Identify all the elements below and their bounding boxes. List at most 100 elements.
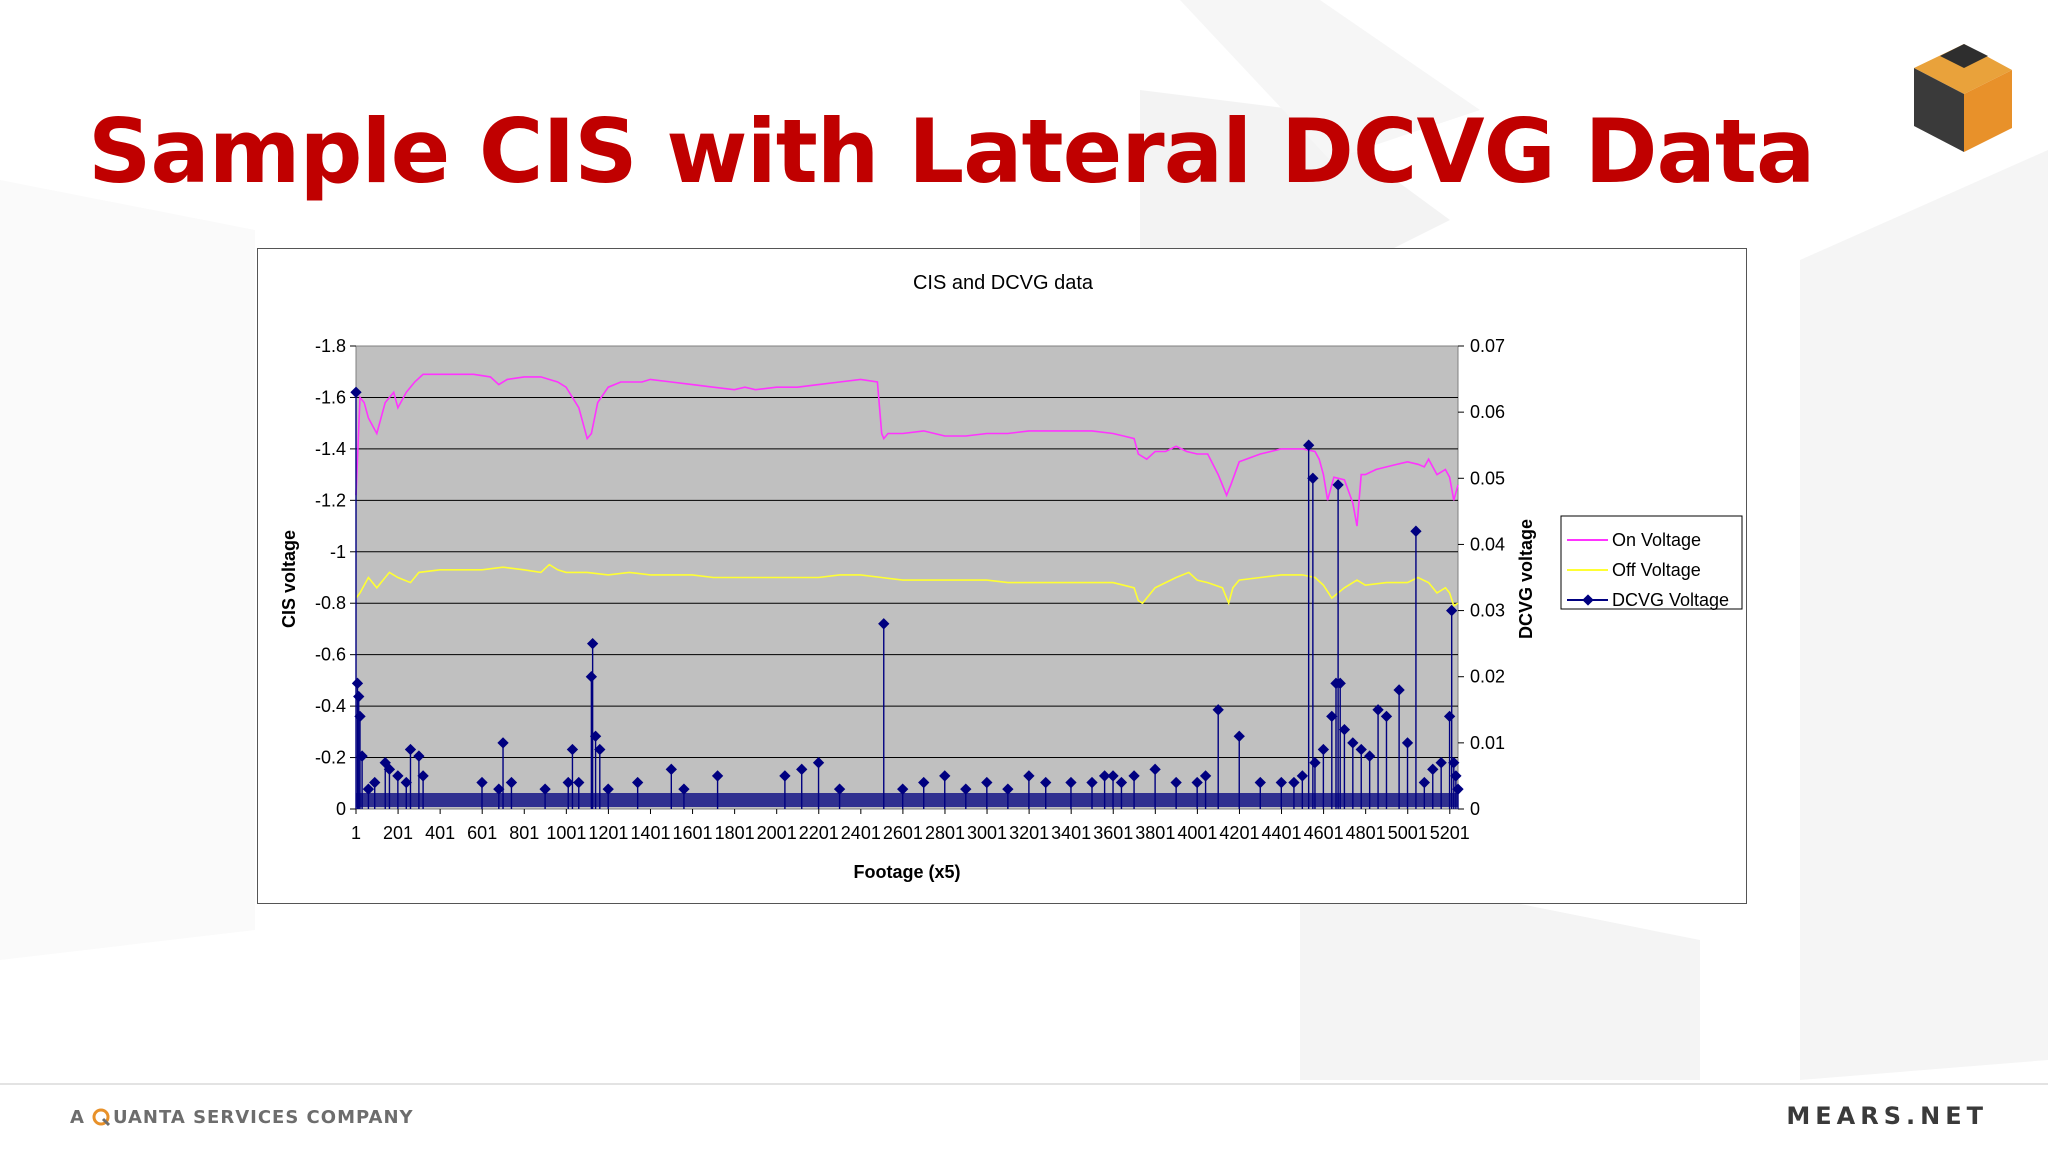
dcvg-voltage-point bbox=[779, 770, 791, 782]
x-tick-label: 1201 bbox=[588, 823, 628, 843]
dcvg-voltage-point bbox=[665, 763, 677, 775]
dcvg-voltage-point bbox=[1254, 776, 1266, 789]
dcvg-voltage-legend-label: DCVG Voltage bbox=[1612, 590, 1729, 610]
dcvg-voltage-point bbox=[1128, 770, 1140, 782]
y-tick-label: -0.4 bbox=[315, 696, 346, 716]
dcvg-voltage-point bbox=[1288, 776, 1300, 789]
cube-logo-icon bbox=[1914, 44, 2012, 152]
chart-title: CIS and DCVG data bbox=[913, 272, 1094, 294]
x-tick-label: 601 bbox=[467, 823, 497, 843]
x-tick-label: 1801 bbox=[715, 823, 755, 843]
dcvg-voltage-point bbox=[562, 776, 574, 789]
dcvg-voltage-point bbox=[1355, 743, 1367, 756]
x-tick-label: 2601 bbox=[883, 823, 923, 843]
dcvg-voltage-point bbox=[1149, 763, 1161, 775]
y2-tick-label: 0.06 bbox=[1470, 402, 1505, 422]
dcvg-voltage-point bbox=[1450, 770, 1462, 782]
x-tick-label: 2801 bbox=[925, 823, 965, 843]
quanta-q-icon bbox=[92, 1108, 110, 1127]
dcvg-voltage-series bbox=[350, 386, 1464, 809]
dcvg-voltage-point bbox=[413, 750, 425, 762]
dcvg-voltage-point bbox=[1002, 783, 1014, 795]
dcvg-voltage-point bbox=[1332, 479, 1344, 491]
dcvg-voltage-point bbox=[417, 770, 429, 782]
dcvg-voltage-point bbox=[1317, 743, 1330, 756]
y-tick-label: -1 bbox=[330, 542, 346, 562]
y-axis-title: CIS voltage bbox=[279, 530, 299, 628]
x-tick-label: 5001 bbox=[1388, 823, 1428, 843]
footer-company-tagline: A UANTA SERVICES COMPANY bbox=[70, 1107, 414, 1128]
x-tick-label: 3601 bbox=[1093, 823, 1133, 843]
y-tick-label: -0.2 bbox=[315, 748, 346, 768]
dcvg-voltage-point bbox=[1443, 710, 1456, 723]
x-tick-label: 4801 bbox=[1346, 823, 1386, 843]
x-tick-label: 3401 bbox=[1051, 823, 1091, 843]
dcvg-voltage-point bbox=[585, 671, 598, 683]
dcvg-voltage-point bbox=[1338, 723, 1351, 736]
dcvg-voltage-point bbox=[1363, 750, 1376, 762]
dcvg-voltage-point bbox=[812, 757, 825, 769]
dcvg-voltage-point bbox=[833, 783, 846, 795]
dcvg-voltage-point bbox=[1086, 776, 1098, 789]
dcvg-voltage-point bbox=[711, 770, 724, 782]
y2-tick-label: 0.04 bbox=[1470, 534, 1505, 554]
dcvg-voltage-point bbox=[1418, 776, 1431, 789]
y2-tick-label: 0.05 bbox=[1470, 468, 1505, 488]
x-tick-label: 201 bbox=[383, 823, 413, 843]
dcvg-voltage-point bbox=[1427, 763, 1439, 775]
dcvg-voltage-point bbox=[1170, 776, 1182, 789]
dcvg-voltage-point bbox=[356, 750, 368, 762]
x-tick-label: 2001 bbox=[757, 823, 797, 843]
dcvg-voltage-point bbox=[602, 783, 614, 795]
y2-tick-label: 0 bbox=[1470, 799, 1480, 819]
y-tick-label: -1.4 bbox=[315, 439, 346, 459]
dcvg-voltage-point bbox=[960, 783, 972, 795]
chart: CIS and DCVG data -1.8 -1.6 -1.4 -1.2 -1 -0.8… bbox=[279, 272, 1743, 882]
dcvg-voltage-point bbox=[505, 776, 518, 789]
off-voltage-line bbox=[355, 563, 1459, 608]
dcvg-voltage-point bbox=[354, 710, 366, 723]
dcvg-voltage-point bbox=[1098, 770, 1111, 782]
x-axis: 1 201 401 601 801 1001 1201 1401 1601 1801 2001 220… bbox=[351, 809, 1470, 843]
dcvg-voltage-point bbox=[1212, 704, 1224, 716]
dcvg-voltage-point bbox=[796, 763, 808, 775]
dcvg-voltage-point bbox=[1023, 770, 1035, 782]
y-tick-label: -1.2 bbox=[315, 490, 346, 510]
y-tick-label: 0 bbox=[336, 799, 346, 819]
legend: On Voltage Off Voltage DCVG Voltage bbox=[1560, 515, 1743, 610]
x-tick-label: 1601 bbox=[673, 823, 713, 843]
dcvg-voltage-point bbox=[1199, 770, 1212, 782]
x-tick-label: 401 bbox=[425, 823, 455, 843]
dcvg-voltage-point bbox=[539, 783, 551, 795]
y-tick-label: -1.6 bbox=[315, 387, 346, 407]
dcvg-voltage-point bbox=[1401, 737, 1414, 749]
x-tick-label: 3001 bbox=[967, 823, 1007, 843]
dcvg-voltage-point bbox=[897, 783, 909, 795]
dcvg-voltage-point bbox=[878, 618, 890, 630]
dcvg-voltage-point bbox=[586, 637, 599, 650]
dcvg-voltage-point bbox=[939, 770, 951, 782]
dcvg-voltage-point bbox=[1326, 710, 1338, 723]
footer-website: MEARS.NET bbox=[1786, 1102, 1988, 1130]
dcvg-voltage-point bbox=[1446, 604, 1458, 617]
x-tick-label: 4201 bbox=[1219, 823, 1259, 843]
dcvg-voltage-point bbox=[1410, 525, 1422, 537]
footer-prefix: A bbox=[70, 1107, 85, 1128]
dcvg-voltage-point bbox=[404, 743, 417, 756]
y2-tick-label: 0.02 bbox=[1470, 667, 1505, 687]
series-layer bbox=[350, 373, 1464, 809]
dcvg-voltage-point bbox=[351, 677, 364, 689]
dcvg-voltage-point bbox=[1107, 770, 1119, 782]
on-voltage-legend-label: On Voltage bbox=[1612, 530, 1701, 550]
dcvg-voltage-point bbox=[631, 776, 644, 789]
dcvg-voltage-point bbox=[1040, 776, 1052, 789]
x-tick-label: 1 bbox=[351, 823, 361, 843]
dcvg-voltage-point bbox=[1307, 472, 1319, 484]
off-voltage-legend-label: Off Voltage bbox=[1612, 560, 1701, 580]
dcvg-voltage-point bbox=[497, 737, 509, 749]
dcvg-voltage-point bbox=[1275, 776, 1287, 789]
dcvg-voltage-point bbox=[1309, 757, 1321, 769]
dcvg-voltage-point bbox=[383, 763, 396, 775]
dcvg-voltage-point bbox=[1191, 776, 1203, 789]
footer-divider bbox=[0, 1083, 2048, 1085]
